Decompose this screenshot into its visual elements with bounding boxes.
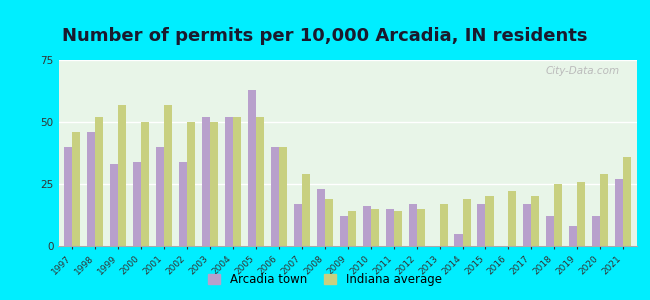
Bar [156, 147, 164, 246]
Text: Number of permits per 10,000 Arcadia, IN residents: Number of permits per 10,000 Arcadia, IN… [62, 27, 588, 45]
Bar [325, 199, 333, 246]
Bar [577, 182, 586, 246]
Bar [394, 211, 402, 246]
Bar [569, 226, 577, 246]
Bar [486, 196, 493, 246]
Bar [133, 162, 141, 246]
Bar [523, 204, 532, 246]
Bar [187, 122, 195, 246]
Bar [439, 204, 448, 246]
Bar [72, 132, 81, 246]
Bar [478, 204, 486, 246]
Bar [302, 174, 310, 246]
Bar [348, 211, 356, 246]
Text: City-Data.com: City-Data.com [545, 66, 619, 76]
Bar [370, 209, 379, 246]
Bar [317, 189, 325, 246]
Bar [279, 147, 287, 246]
Legend: Arcadia town, Indiana average: Arcadia town, Indiana average [203, 269, 447, 291]
Bar [233, 117, 241, 246]
Bar [554, 184, 562, 246]
Bar [600, 174, 608, 246]
Bar [409, 204, 417, 246]
Bar [340, 216, 348, 246]
Bar [294, 204, 302, 246]
Bar [64, 147, 72, 246]
Bar [508, 191, 517, 246]
Bar [225, 117, 233, 246]
Bar [592, 216, 600, 246]
Bar [87, 132, 96, 246]
Bar [164, 105, 172, 246]
Bar [623, 157, 631, 246]
Bar [110, 164, 118, 246]
Bar [546, 216, 554, 246]
Bar [202, 117, 210, 246]
Bar [363, 206, 370, 246]
Bar [118, 105, 126, 246]
Bar [271, 147, 279, 246]
Bar [463, 199, 471, 246]
Bar [454, 234, 463, 246]
Bar [179, 162, 187, 246]
Bar [210, 122, 218, 246]
Bar [385, 209, 394, 246]
Bar [141, 122, 150, 246]
Bar [96, 117, 103, 246]
Bar [248, 90, 256, 246]
Bar [256, 117, 264, 246]
Bar [615, 179, 623, 246]
Bar [532, 196, 539, 246]
Bar [417, 209, 424, 246]
